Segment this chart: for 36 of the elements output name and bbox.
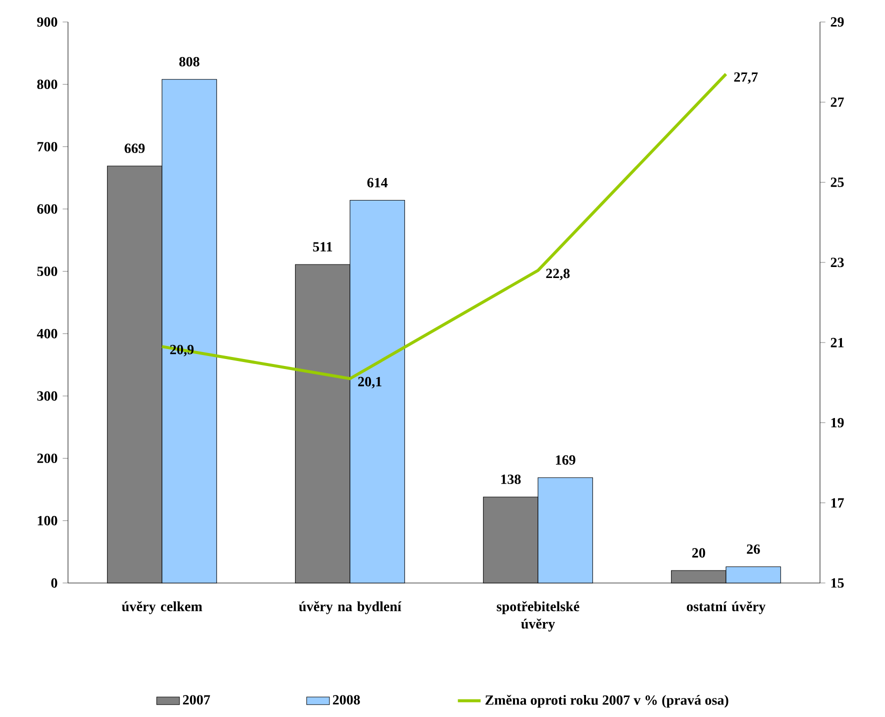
x-tick-label: úvěry celkem (122, 601, 202, 614)
y-tick-label: 200 (37, 454, 58, 464)
data-label: 20 (692, 548, 706, 558)
legend-label: 2008 (332, 695, 360, 705)
y-tick-label: 0 (51, 578, 58, 588)
x-tick-label: ostatní úvěry (686, 601, 766, 614)
y-tick-label: 500 (37, 266, 58, 276)
x-tick-label: spotřebitelské úvěry (496, 601, 580, 632)
y-tick-label: 600 (37, 204, 58, 214)
data-label: 614 (367, 178, 388, 188)
y-tick-label: 400 (36, 328, 58, 338)
y2-tick-label: 19 (831, 418, 844, 428)
legend-label: 2007 (182, 695, 210, 705)
data-label: 20,1 (358, 376, 382, 388)
y-tick-label: 700 (38, 142, 58, 152)
y-tick-label: 800 (37, 80, 58, 90)
y2-tick-label: 23 (830, 258, 844, 268)
legend-label: Změna oproti roku 2007 v % (pravá osa) (485, 694, 728, 708)
y2-tick-label: 15 (831, 578, 844, 588)
y2-tick-label: 29 (830, 17, 844, 27)
x-tick-label: úvěry na bydlení (298, 601, 402, 614)
data-label: 169 (556, 455, 576, 465)
data-label: 138 (501, 474, 521, 484)
y2-tick-label: 21 (830, 338, 844, 348)
data-label: 26 (746, 544, 760, 554)
data-label: 808 (179, 56, 200, 66)
y2-tick-label: 17 (831, 498, 844, 508)
data-label: 27,7 (734, 72, 758, 84)
data-label: 511 (313, 242, 332, 252)
y-tick-label: 300 (37, 391, 58, 401)
y2-tick-label: 27 (830, 98, 844, 107)
data-label: 22,8 (546, 268, 570, 280)
y-tick-label: 900 (37, 17, 58, 27)
data-label: 669 (124, 144, 145, 154)
y-tick-label: 100 (38, 516, 58, 526)
y2-tick-label: 25 (830, 178, 844, 187)
